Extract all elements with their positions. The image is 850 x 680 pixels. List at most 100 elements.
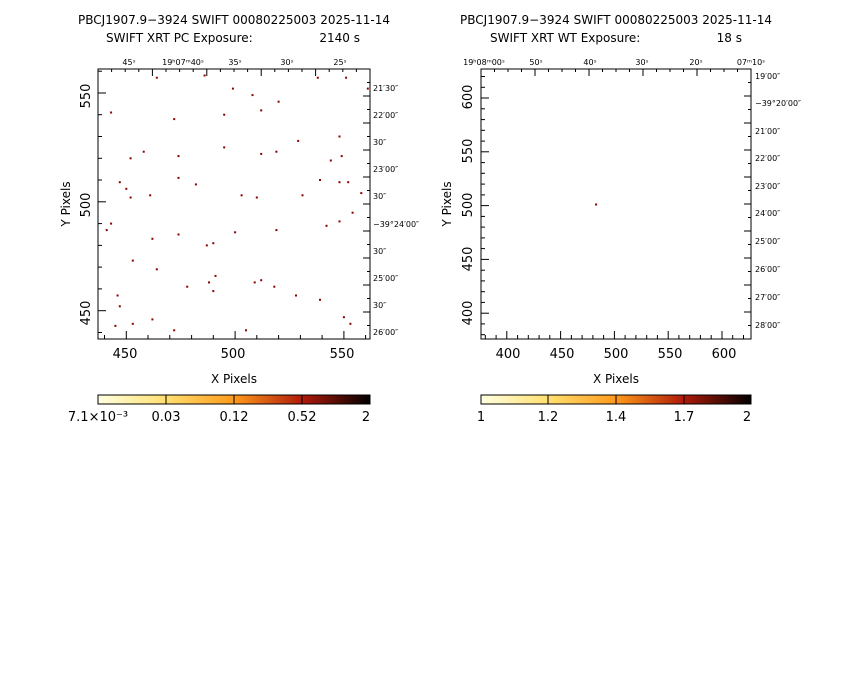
pc-event-points	[105, 74, 369, 332]
pc-event-point	[251, 94, 254, 97]
wt-ytick-label: 400	[461, 301, 476, 326]
pc-event-point	[277, 100, 280, 103]
panel-pc: PBCJ1907.9−3924 SWIFT 00080225003 2025-1…	[59, 13, 419, 425]
pc-dec-label: 30″	[373, 138, 386, 147]
wt-ytick-label: 600	[461, 85, 476, 110]
pc-event-point	[351, 211, 354, 214]
pc-event-point	[177, 155, 180, 158]
wt-ytick-label: 500	[461, 193, 476, 218]
pc-xtick-label: 500	[221, 347, 246, 362]
wt-ra-label: 19ʰ08ᵐ00ˢ	[463, 58, 505, 67]
pc-event-point	[177, 233, 180, 236]
wt-event-points	[595, 203, 598, 206]
wt-dec-label: 21′00″	[755, 127, 780, 136]
pc-event-point	[275, 150, 278, 153]
pc-event-point	[155, 76, 158, 79]
pc-dec-label: 26′00″	[373, 328, 398, 337]
pc-event-point	[129, 157, 132, 160]
pc-event-point	[349, 322, 352, 325]
pc-event-point	[142, 150, 145, 153]
wt-colorbar-label: 1.7	[674, 410, 695, 425]
wt-colorbar-label: 1	[477, 410, 485, 425]
pc-event-point	[212, 242, 215, 245]
pc-event-point	[118, 305, 121, 308]
pc-event-point	[186, 285, 189, 288]
wt-dec-label: 24′00″	[755, 209, 780, 218]
pc-plot-frame	[97, 68, 371, 340]
pc-dec-label: 25′00″	[373, 274, 398, 283]
pc-event-point	[131, 322, 134, 325]
pc-event-point	[319, 179, 321, 181]
pc-xtick-label: 550	[330, 347, 355, 362]
pc-event-point	[223, 113, 226, 116]
wt-dec-label: 22′00″	[755, 154, 780, 163]
pc-event-point	[129, 196, 132, 199]
pc-event-point	[316, 76, 319, 79]
pc-event-point	[208, 281, 210, 284]
pc-ytick-label: 500	[79, 193, 94, 218]
pc-event-point	[275, 229, 278, 232]
pc-event-point	[151, 318, 154, 321]
pc-title-line1: PBCJ1907.9−3924 SWIFT 00080225003 2025-1…	[78, 13, 390, 27]
pc-colorbar-label: 0.12	[220, 410, 249, 425]
pc-dec-label: 23′00″	[373, 165, 398, 174]
pc-event-point	[360, 192, 363, 195]
wt-plot-frame	[480, 68, 752, 340]
pc-event-point	[342, 316, 345, 319]
wt-dec-label: 26′00″	[755, 265, 780, 274]
pc-event-point	[131, 259, 134, 262]
pc-xtick-label: 450	[113, 347, 138, 362]
wt-xtick-label: 600	[712, 347, 737, 362]
pc-event-point	[194, 183, 197, 186]
pc-event-point	[173, 329, 176, 332]
wt-ra-label: 20ˢ	[689, 58, 702, 67]
wt-xtick-label: 450	[550, 347, 575, 362]
pc-event-point	[345, 76, 348, 79]
wt-dec-label: 23′00″	[755, 182, 780, 191]
pc-title-exposure: 2140 s	[319, 31, 360, 45]
pc-event-point	[340, 155, 343, 158]
pc-colorbar-label: 0.03	[152, 410, 181, 425]
wt-title-line1: PBCJ1907.9−3924 SWIFT 00080225003 2025-1…	[460, 13, 772, 27]
pc-dec-label: −39°24′00″	[373, 220, 419, 229]
pc-event-point	[260, 279, 263, 282]
pc-event-point	[223, 146, 226, 149]
pc-event-point	[297, 139, 300, 142]
pc-event-point	[319, 298, 321, 301]
pc-ra-label: 19ʰ07ᵐ40ˢ	[162, 58, 204, 67]
pc-ra-label: 25ˢ	[333, 58, 346, 67]
pc-event-point	[114, 324, 117, 327]
pc-event-point	[240, 194, 243, 197]
pc-dec-label: 30″	[373, 192, 386, 201]
pc-event-point	[110, 111, 113, 114]
pc-event-point	[155, 268, 158, 271]
pc-dec-label: 30″	[373, 247, 386, 256]
panel-wt: PBCJ1907.9−3924 SWIFT 00080225003 2025-1…	[440, 13, 801, 425]
pc-event-point	[295, 294, 297, 297]
pc-event-point	[273, 285, 276, 288]
pc-dec-label: 22′00″	[373, 111, 398, 120]
wt-axis-ticks	[480, 68, 752, 340]
pc-event-point	[366, 87, 369, 90]
wt-dec-label: 27′00″	[755, 293, 780, 302]
wt-xtick-label: 400	[496, 347, 521, 362]
pc-event-point	[338, 220, 341, 223]
pc-dec-label: 30″	[373, 301, 386, 310]
pc-event-point	[260, 152, 263, 155]
pc-event-point	[173, 118, 176, 121]
pc-event-point	[301, 194, 304, 197]
pc-event-point	[338, 135, 341, 138]
wt-xtick-label: 550	[658, 347, 683, 362]
wt-ra-label: 50ˢ	[529, 58, 542, 67]
wt-dec-label: 25′00″	[755, 237, 780, 246]
wt-xlabel: X Pixels	[593, 372, 639, 386]
wt-ra-label: 40ˢ	[583, 58, 596, 67]
pc-event-point	[125, 187, 128, 190]
wt-ytick-label: 450	[461, 247, 476, 272]
pc-colorbar-label: 0.52	[288, 410, 317, 425]
pc-ytick-label: 450	[79, 301, 94, 326]
pc-ra-label: 30ˢ	[280, 58, 293, 67]
pc-event-point	[231, 87, 234, 90]
pc-dec-label: 21′30″	[373, 84, 398, 93]
